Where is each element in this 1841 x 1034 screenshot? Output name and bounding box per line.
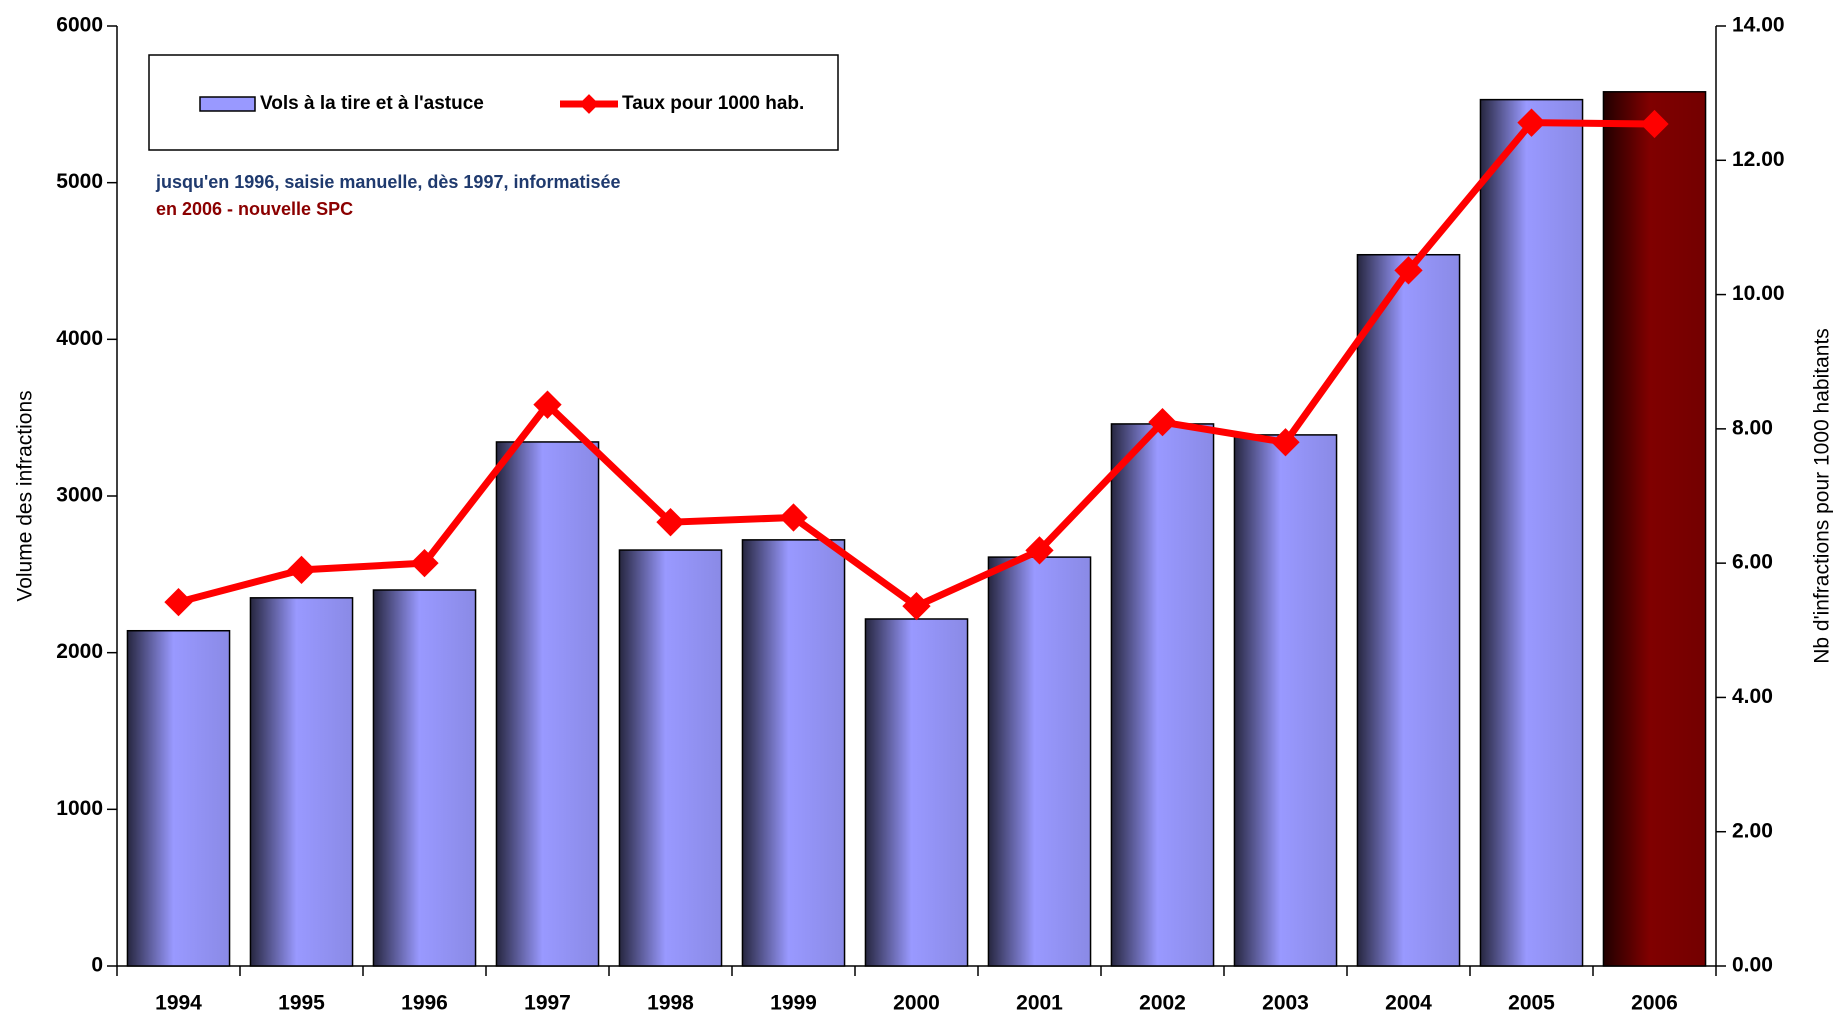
bar-shade	[1357, 254, 1460, 966]
y2-tick-label: 2.00	[1732, 819, 1773, 842]
x-tick-label: 2006	[1631, 992, 1678, 1015]
bar-shade	[988, 557, 1091, 966]
marker	[1640, 109, 1669, 139]
y-tick-label: 4000	[56, 327, 103, 350]
y-tick-label: 3000	[56, 484, 103, 507]
bar-shade	[1480, 99, 1583, 967]
bar-shade	[1234, 434, 1337, 966]
x-tick-label: 2002	[1139, 992, 1186, 1015]
legend-box	[148, 54, 839, 151]
bar-shade	[1603, 91, 1706, 967]
y-tick-label: 6000	[56, 14, 103, 37]
marker	[533, 390, 562, 419]
marker	[1271, 428, 1300, 457]
y-tick-label: 2000	[56, 640, 103, 663]
legend-label: Vols à la tire et à l'astuce	[260, 93, 484, 114]
legend-label: Taux pour 1000 hab.	[622, 93, 804, 114]
marker	[1517, 108, 1546, 137]
x-tick-label: 2003	[1262, 992, 1309, 1015]
y2-tick-label: 12.00	[1732, 148, 1785, 171]
bar-shade	[127, 630, 230, 966]
y-tick-label: 0	[91, 954, 103, 977]
x-tick-label: 1997	[524, 992, 571, 1015]
x-tick-label: 2005	[1508, 992, 1555, 1015]
y-tick-label: 1000	[56, 797, 103, 820]
marker	[902, 591, 931, 621]
marker	[779, 503, 808, 532]
marker	[656, 508, 685, 537]
x-tick-label: 1999	[770, 992, 817, 1015]
x-tick-label: 1996	[401, 992, 448, 1015]
x-tick-label: 2000	[893, 992, 940, 1015]
annotation: jusqu'en 1996, saisie manuelle, dès 1997…	[155, 172, 621, 192]
marker	[1148, 408, 1177, 437]
x-tick-label: 2001	[1016, 992, 1063, 1015]
bar-shade	[250, 597, 353, 966]
y2-tick-label: 10.00	[1732, 282, 1785, 305]
y-tick-label: 5000	[56, 170, 103, 193]
annotation: en 2006 - nouvelle SPC	[156, 199, 353, 219]
legend-swatch	[199, 96, 256, 112]
y2-tick-label: 14.00	[1732, 14, 1785, 37]
marker	[410, 549, 439, 578]
bar-shade	[865, 618, 968, 966]
y-axis-label: Volume des infractions	[14, 390, 37, 601]
bar-shade	[619, 550, 722, 966]
marker	[164, 587, 193, 617]
y2-tick-label: 6.00	[1732, 551, 1773, 574]
y2-axis-label: Nb d'infractions pour 1000 habitants	[1811, 328, 1834, 664]
y2-tick-label: 8.00	[1732, 416, 1773, 439]
marker	[1025, 536, 1054, 565]
bar-shade	[742, 539, 845, 966]
y2-tick-label: 4.00	[1732, 685, 1773, 708]
bar-shade	[373, 590, 476, 966]
x-tick-label: 1998	[647, 992, 694, 1015]
marker	[287, 555, 316, 584]
x-tick-label: 1994	[155, 992, 202, 1015]
marker	[1394, 256, 1423, 285]
bar-shade	[496, 441, 599, 966]
bar-shade	[1111, 423, 1214, 966]
x-tick-label: 1995	[278, 992, 325, 1015]
y2-tick-label: 0.00	[1732, 954, 1773, 977]
x-tick-label: 2004	[1385, 992, 1432, 1015]
